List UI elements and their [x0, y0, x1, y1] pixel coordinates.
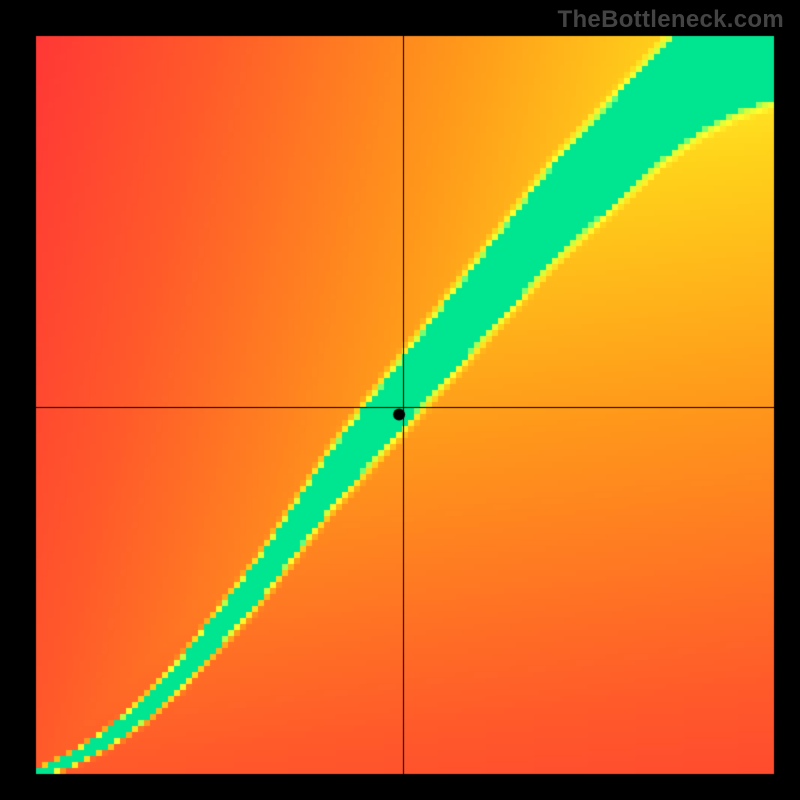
bottleneck-heatmap: [0, 0, 800, 800]
chart-container: TheBottleneck.com: [0, 0, 800, 800]
watermark-text: TheBottleneck.com: [558, 6, 784, 34]
